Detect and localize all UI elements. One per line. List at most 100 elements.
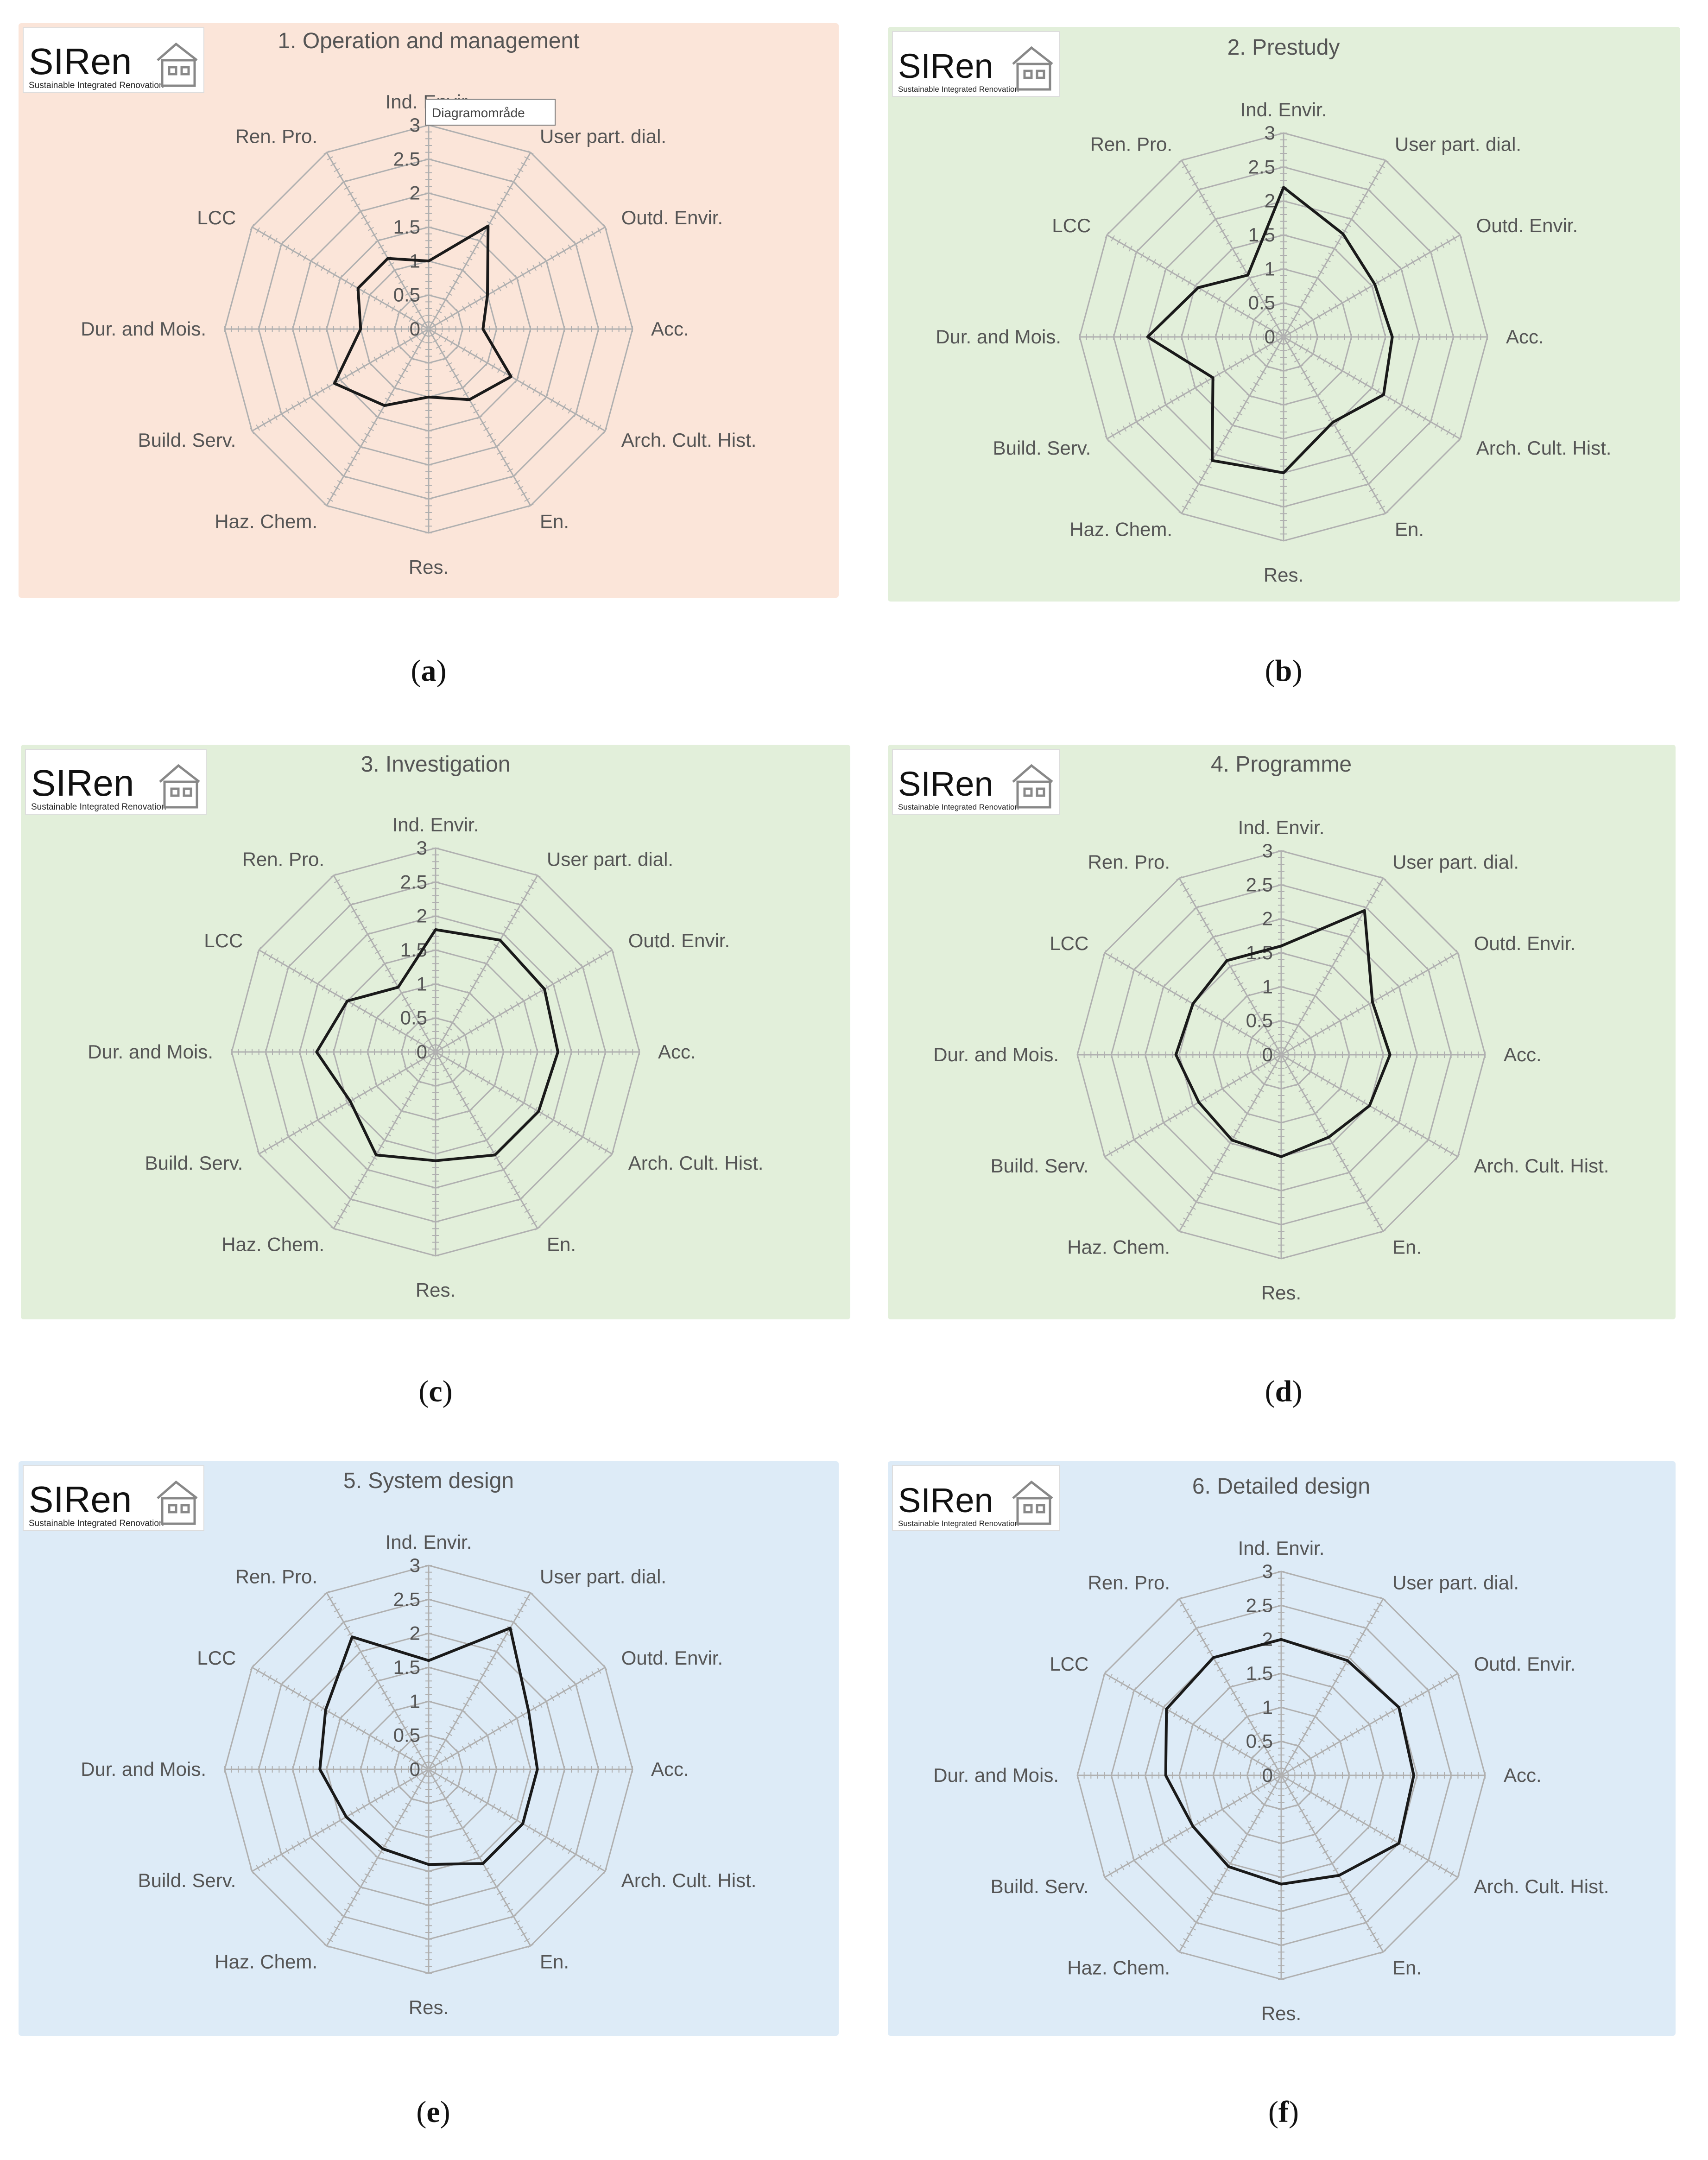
axis-tick — [556, 1691, 560, 1698]
axis-tick — [1350, 1731, 1354, 1738]
axis-tick — [1102, 1670, 1107, 1677]
axis-tick — [1252, 351, 1256, 357]
axis-tick — [1261, 1782, 1266, 1789]
axis-tick — [1161, 983, 1166, 990]
scale-label: 2.5 — [393, 148, 420, 170]
axis-tick — [392, 1708, 398, 1713]
axis-tick — [1185, 1826, 1189, 1833]
axis-labels: Ind. Envir.User part. dial.Outd. Envir.A… — [81, 91, 756, 578]
axis-tick — [504, 1632, 510, 1636]
axis-tick — [456, 1783, 460, 1790]
chart-title: 3. Investigation — [361, 752, 511, 777]
axis-tick — [1224, 1679, 1230, 1684]
axis-tick — [1273, 323, 1280, 327]
axis-tick — [1429, 249, 1433, 255]
axis-tick — [463, 262, 469, 266]
axis-tick — [1254, 1011, 1261, 1016]
axis-tick — [291, 1844, 296, 1851]
axis-tick — [527, 1103, 532, 1109]
axis-tick — [456, 343, 460, 349]
axis-tick — [1320, 1075, 1325, 1082]
axis-tick — [1297, 1062, 1301, 1068]
axis-tick — [1114, 1147, 1119, 1153]
scale-label: 3 — [410, 1554, 420, 1576]
axis-tick — [337, 1614, 343, 1619]
axis-tick — [1192, 182, 1198, 186]
axis-label: Outd. Envir. — [1474, 1653, 1575, 1675]
axis-tick — [1339, 1667, 1346, 1672]
axis-tick — [585, 418, 590, 424]
axis-label: Arch. Cult. Hist. — [1476, 437, 1612, 459]
axis-tick — [330, 492, 337, 496]
axis-tick — [1344, 1735, 1348, 1741]
axis-tick — [1222, 300, 1227, 306]
axis-tick — [524, 1596, 531, 1601]
axis-tick — [1438, 1864, 1442, 1870]
axis-label: Build. Serv. — [145, 1152, 243, 1174]
axis-tick — [1193, 1920, 1200, 1925]
axis-tick — [526, 1824, 531, 1831]
axis-label: Dur. and Mois. — [81, 1758, 206, 1780]
axis-tick — [364, 932, 371, 937]
scale-label: 2 — [410, 182, 420, 204]
axis-tick — [371, 1861, 378, 1866]
axis-tick — [515, 1715, 519, 1722]
axis-tick — [1227, 1862, 1234, 1866]
axis-tick — [1126, 1140, 1131, 1147]
axis-tick — [354, 203, 361, 208]
axis-tick — [1308, 288, 1314, 292]
axis-tick — [544, 394, 549, 400]
axis-tick — [468, 1742, 472, 1749]
axis-tick — [1126, 1861, 1131, 1867]
axis-tick — [1305, 347, 1309, 354]
axis-tick — [1257, 376, 1263, 380]
axis-tick — [403, 339, 407, 346]
axis-tick — [476, 1856, 483, 1860]
axis-tick — [1261, 1744, 1267, 1748]
axis-tick — [326, 1708, 331, 1715]
axis-tick — [1334, 303, 1339, 310]
house-icon — [1012, 764, 1053, 809]
axis-tick — [1240, 264, 1246, 268]
axis-tick — [1155, 1123, 1160, 1129]
scale-label: 1 — [1262, 975, 1273, 997]
axis-tick — [509, 278, 513, 285]
axis-tick — [1303, 1065, 1307, 1071]
axis-tick — [456, 380, 462, 384]
axis-tick — [338, 275, 342, 281]
axis-tick — [1193, 385, 1197, 391]
axis-tick — [446, 1026, 452, 1031]
axis-tick — [1244, 1072, 1248, 1078]
axis-tick — [1285, 1064, 1291, 1069]
axis-tick — [1255, 1038, 1260, 1045]
axis-tick — [1183, 887, 1189, 892]
axis-tick — [1212, 217, 1219, 222]
axis-tick — [337, 1215, 344, 1219]
axis-tick — [1393, 269, 1398, 276]
axis-tick — [402, 1102, 408, 1107]
axis-tick — [298, 970, 303, 977]
logo-tagline: Sustainable Integrated Renovation — [898, 1519, 1019, 1528]
axis-tick — [1220, 952, 1227, 957]
axis-label: En. — [1392, 1957, 1422, 1979]
axis-tick — [315, 1702, 319, 1708]
axis-tick — [1240, 1708, 1247, 1713]
axis-tick — [569, 1127, 573, 1134]
axis-tick — [520, 272, 525, 278]
axis-tick — [1303, 1759, 1307, 1765]
axis-tick — [562, 1844, 566, 1851]
axis-tick — [479, 1797, 484, 1803]
axis-tick — [1411, 259, 1415, 266]
axis-tick — [415, 1079, 422, 1083]
axis-tick — [1360, 1914, 1366, 1919]
axis-tick — [497, 203, 503, 208]
axis-tick — [1314, 1072, 1319, 1078]
axis-tick — [1185, 170, 1192, 174]
axis-tick — [391, 305, 396, 312]
axis-tick — [361, 1655, 367, 1660]
axis-tick — [1288, 1791, 1295, 1795]
axis-tick — [1339, 1159, 1346, 1163]
axis-tick — [500, 197, 506, 202]
axis-tick — [1238, 1748, 1242, 1755]
axis-tick — [504, 1902, 510, 1907]
